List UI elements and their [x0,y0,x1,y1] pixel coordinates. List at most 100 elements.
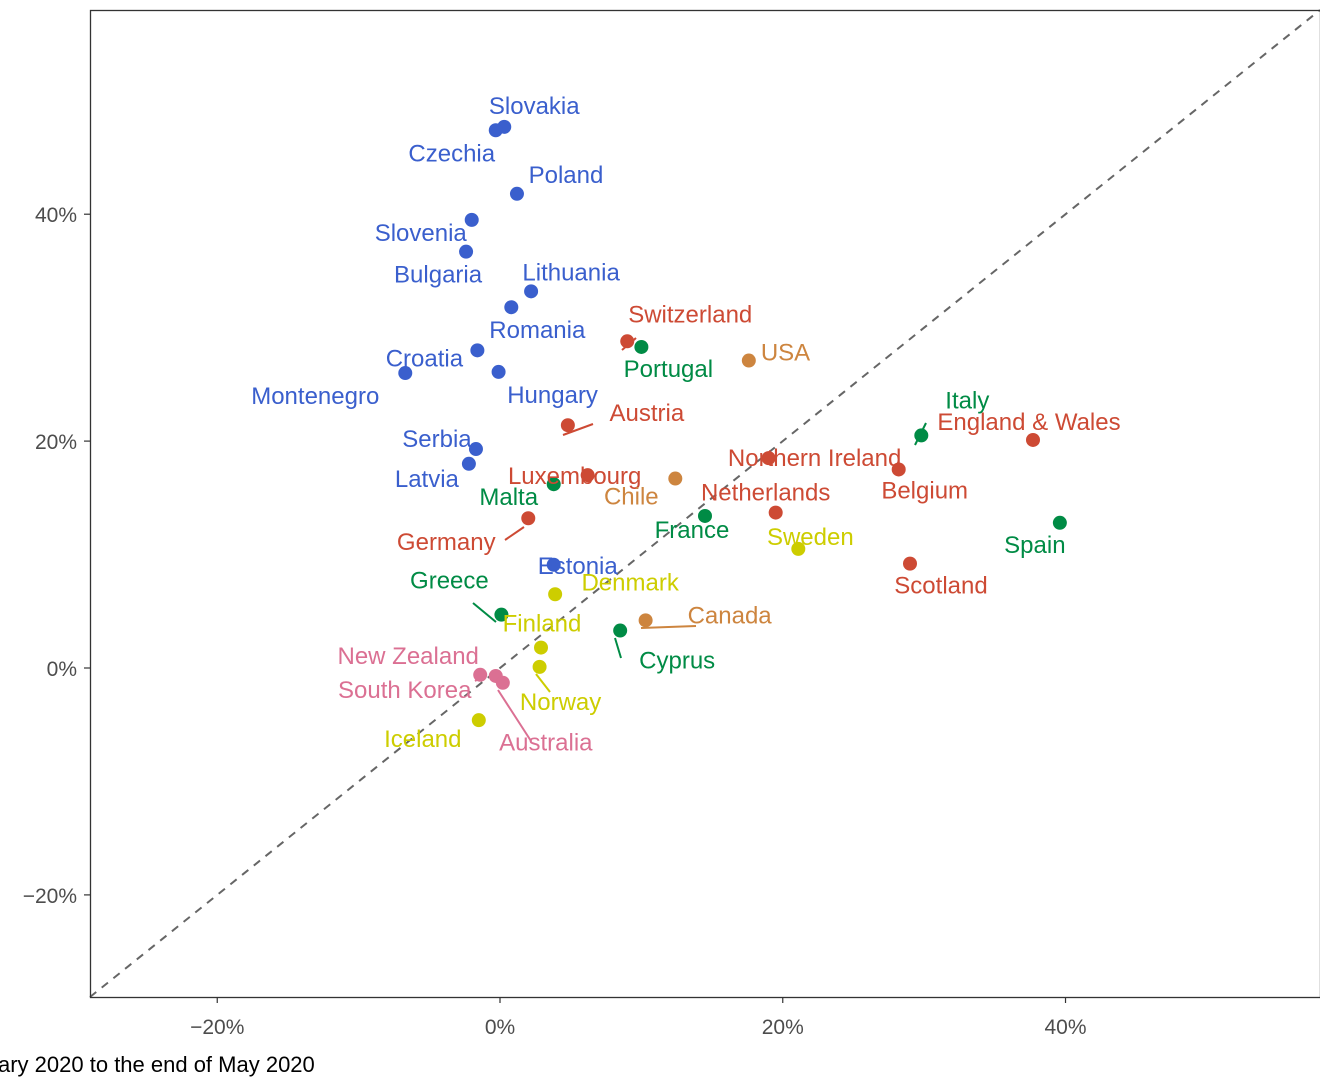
x-tick-label: 20% [762,1016,804,1039]
label-romania: Romania [489,317,586,344]
point-australia [495,675,510,690]
point-iceland [471,713,486,728]
label-france: France [655,517,730,544]
label-malta: Malta [479,484,538,511]
label-northern-ireland: Northern Ireland [728,445,901,472]
y-tick-label: 0% [47,658,77,681]
label-iceland: Iceland [384,726,461,753]
point-croatia [470,343,485,358]
plot-panel-border [89,9,1320,999]
point-france [698,508,712,523]
point-lithuania [524,284,539,299]
point-greece [494,607,509,622]
point-romania [504,300,519,315]
label-layer: Slovakia Czechia Poland Slovenia Bulgaria Lit… [251,93,1120,757]
point-scotland [903,556,917,571]
label-italy: Italy [945,387,989,414]
label-hungary: Hungary [507,382,598,409]
label-scotland: Scotland [894,573,987,600]
point-luxembourg [580,468,595,483]
point-belgium [891,462,906,477]
label-belgium: Belgium [881,477,968,504]
point-poland [509,186,524,201]
point-chile [668,471,683,486]
leader-cyprus [614,637,622,659]
point-norway [532,659,547,674]
point-layer [398,119,1067,728]
point-latvia [461,456,476,471]
point-estonia [546,557,561,572]
leader-austria [562,423,594,436]
label-usa: USA [761,340,810,367]
label-spain: Spain [1004,532,1065,559]
label-greece: Greece [410,568,489,595]
leader-norway [535,673,551,693]
point-denmark [548,587,563,602]
label-czechia: Czechia [408,140,495,167]
leader-canada [640,625,697,629]
point-switzerland [620,334,635,349]
point-portugal [634,339,649,354]
point-malta [546,477,561,492]
point-hungary [491,364,506,379]
label-serbia: Serbia [402,426,472,453]
x-tick-label: 0% [485,1016,515,1039]
label-cyprus: Cyprus [639,648,715,675]
point-slovenia [464,212,479,227]
label-switzerland: Switzerland [628,301,752,328]
point-england-wales [1026,432,1040,447]
chart-caption: ary 2020 to the end of May 2020 [0,1052,315,1077]
x-tick-label: 40% [1045,1016,1087,1039]
label-bulgaria: Bulgaria [394,262,483,289]
label-lithuania: Lithuania [522,259,620,286]
leader-greece [472,602,497,623]
label-finland: Finland [503,611,582,638]
point-serbia [468,442,483,457]
point-canada [638,613,653,628]
point-austria [560,418,575,433]
label-germany: Germany [397,529,496,556]
y-tick-label: 40% [35,204,77,227]
reference-line-layer [89,9,1320,998]
label-luxembourg: Luxembourg [508,463,641,490]
y-tick-label: 20% [35,431,77,454]
label-sweden: Sweden [767,524,854,551]
y-tick-label: −20% [23,885,77,908]
label-croatia: Croatia [386,345,464,372]
label-austria: Austria [610,400,685,427]
label-england-wales: England & Wales [937,409,1120,436]
point-new-zealand [473,667,488,682]
label-chile: Chile [604,484,659,511]
label-montenegro: Montenegro [251,383,379,410]
point-czechia [488,123,503,138]
point-usa [741,353,756,368]
label-latvia: Latvia [395,466,460,493]
reference-line-y-equals-x [89,9,1320,998]
point-bulgaria [459,244,474,259]
label-australia: Australia [499,730,593,757]
point-sweden [791,541,806,556]
point-northern-ireland [761,451,776,466]
point-netherlands [768,505,783,520]
point-finland [534,640,548,655]
label-estonia: Estonia [538,553,619,580]
point-italy [914,428,929,443]
leader-australia [497,689,532,742]
point-cyprus [613,623,628,638]
label-denmark: Denmark [581,569,679,596]
label-south-korea: South Korea [338,677,472,704]
label-norway: Norway [520,689,601,716]
label-canada: Canada [688,602,773,629]
point-germany [521,511,536,526]
label-slovakia: Slovakia [489,93,580,120]
point-montenegro [398,366,413,381]
label-netherlands: Netherlands [701,480,830,507]
leader-germany [504,526,525,541]
axis-layer: −20% 0% 20% 40% −20% 0% 20% 40% [23,9,1320,1039]
label-slovenia: Slovenia [375,220,468,247]
label-new-zealand: New Zealand [337,643,478,670]
label-portugal: Portugal [624,356,713,383]
point-spain [1052,515,1067,530]
label-poland: Poland [529,162,604,189]
